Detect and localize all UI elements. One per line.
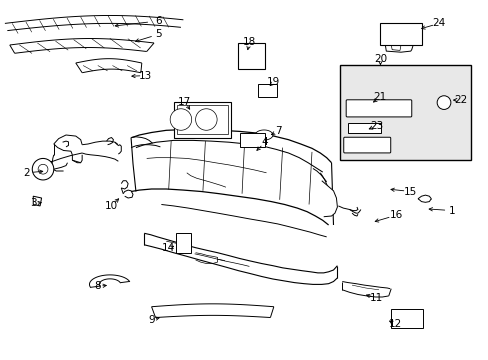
Text: 11: 11 bbox=[369, 293, 383, 303]
Circle shape bbox=[436, 96, 450, 109]
Bar bbox=[238, 43, 264, 69]
Text: 8: 8 bbox=[94, 281, 101, 291]
Text: 20: 20 bbox=[373, 54, 386, 64]
Text: 19: 19 bbox=[266, 77, 280, 87]
Text: 18: 18 bbox=[242, 37, 256, 48]
Bar bbox=[390, 309, 422, 328]
Text: 4: 4 bbox=[261, 137, 268, 147]
FancyBboxPatch shape bbox=[173, 102, 231, 138]
Bar bbox=[258, 84, 276, 97]
Text: 6: 6 bbox=[155, 16, 162, 26]
Text: 21: 21 bbox=[372, 92, 386, 102]
Polygon shape bbox=[33, 196, 41, 206]
Circle shape bbox=[170, 109, 191, 130]
FancyBboxPatch shape bbox=[347, 123, 381, 133]
Text: 14: 14 bbox=[162, 243, 175, 253]
Text: 23: 23 bbox=[369, 121, 383, 131]
Bar bbox=[239, 133, 264, 147]
Bar bbox=[176, 233, 190, 253]
Circle shape bbox=[38, 164, 48, 174]
Text: 13: 13 bbox=[139, 71, 152, 81]
Text: 16: 16 bbox=[388, 210, 402, 220]
FancyBboxPatch shape bbox=[177, 105, 228, 134]
Text: 5: 5 bbox=[155, 29, 162, 39]
Text: 3: 3 bbox=[30, 198, 37, 208]
Text: 15: 15 bbox=[403, 186, 417, 197]
Text: 1: 1 bbox=[448, 206, 455, 216]
Text: 24: 24 bbox=[431, 18, 445, 28]
Polygon shape bbox=[255, 130, 272, 140]
FancyBboxPatch shape bbox=[380, 23, 421, 45]
Text: 12: 12 bbox=[387, 319, 401, 329]
Text: 22: 22 bbox=[453, 95, 467, 105]
Bar bbox=[339, 65, 470, 160]
Circle shape bbox=[32, 158, 54, 180]
Text: 17: 17 bbox=[178, 96, 191, 107]
Text: 10: 10 bbox=[105, 201, 118, 211]
FancyBboxPatch shape bbox=[343, 137, 390, 153]
Text: 2: 2 bbox=[23, 168, 30, 178]
Text: 7: 7 bbox=[275, 126, 282, 136]
Polygon shape bbox=[321, 181, 337, 217]
FancyBboxPatch shape bbox=[346, 100, 411, 117]
Text: 9: 9 bbox=[148, 315, 155, 325]
Polygon shape bbox=[417, 195, 430, 202]
Circle shape bbox=[195, 109, 217, 130]
